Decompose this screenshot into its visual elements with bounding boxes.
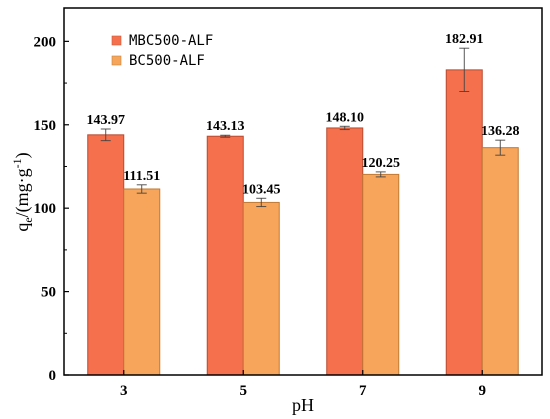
y-tick-label-100: 100 bbox=[34, 201, 57, 217]
y-axis-title-close: ) bbox=[12, 152, 33, 158]
bar-bc500-alf-ph-7 bbox=[362, 173, 400, 376]
y-tick-label-50: 50 bbox=[41, 285, 56, 301]
data-label-mbc500-alf-ph-3: 143.97 bbox=[87, 113, 126, 128]
y-axis-title-superscript: -1 bbox=[10, 158, 24, 168]
x-axis: 3 5 7 9 bbox=[120, 370, 486, 399]
error-bar-mbc500-alf-ph-3 bbox=[100, 128, 111, 142]
y-axis-title-subscript: e bbox=[21, 217, 35, 222]
data-label-mbc500-alf-ph-9: 182.91 bbox=[445, 32, 484, 47]
bar-bc500-alf-ph-3 bbox=[123, 188, 161, 376]
data-labels-layer: 143.97 111.51 143.13 103.45 148.10 120.25 182.… bbox=[87, 32, 520, 197]
x-tick-label-3: 3 bbox=[120, 383, 128, 399]
legend-swatch-mbc500-alf bbox=[111, 35, 122, 46]
bar-bc500-alf-ph-9 bbox=[481, 147, 519, 376]
y-tick-label-200: 200 bbox=[34, 34, 57, 50]
x-axis-title: pH bbox=[292, 395, 314, 415]
error-bar-mbc500-alf-ph-9 bbox=[459, 47, 470, 93]
bar-mbc500-alf-ph-9 bbox=[445, 69, 483, 376]
legend-label-bc500-alf: BC500-ALF bbox=[129, 53, 205, 69]
error-bar-mbc500-alf-ph-7 bbox=[339, 125, 350, 131]
error-bar-bc500-alf-ph-3 bbox=[136, 184, 147, 194]
y-tick-label-150: 150 bbox=[34, 118, 57, 134]
bar-mbc500-alf-ph-5 bbox=[206, 135, 244, 376]
bars-layer bbox=[87, 47, 519, 376]
x-tick-label-9: 9 bbox=[479, 383, 487, 399]
y-axis-title-main: q bbox=[12, 223, 32, 232]
error-bar-bc500-alf-ph-9 bbox=[495, 139, 506, 156]
y-axis: 0 50 100 150 200 bbox=[34, 34, 69, 384]
legend: MBC500-ALF BC500-ALF bbox=[111, 33, 213, 69]
bar-bc500-alf-ph-5 bbox=[242, 201, 280, 376]
data-label-bc500-alf-ph-7: 120.25 bbox=[362, 156, 401, 171]
bar-mbc500-alf-ph-7 bbox=[326, 127, 364, 376]
bar-mbc500-alf-ph-3 bbox=[87, 134, 125, 376]
legend-swatch-bc500-alf bbox=[111, 55, 122, 66]
plot-frame bbox=[63, 7, 543, 376]
y-axis-title-unit: /(mg·g bbox=[12, 168, 33, 217]
data-label-bc500-alf-ph-9: 136.28 bbox=[481, 124, 520, 139]
y-axis-title: qe/(mg·g-1) bbox=[10, 152, 35, 231]
error-bar-bc500-alf-ph-5 bbox=[256, 197, 267, 208]
error-bar-mbc500-alf-ph-5 bbox=[220, 134, 231, 138]
data-label-mbc500-alf-ph-7: 148.10 bbox=[326, 110, 365, 125]
x-tick-label-5: 5 bbox=[240, 383, 248, 399]
y-tick-label-0: 0 bbox=[49, 368, 57, 384]
error-bar-bc500-alf-ph-7 bbox=[375, 171, 386, 178]
x-tick-label-7: 7 bbox=[359, 383, 367, 399]
legend-label-mbc500-alf: MBC500-ALF bbox=[129, 33, 213, 49]
data-label-mbc500-alf-ph-5: 143.13 bbox=[206, 119, 245, 134]
data-label-bc500-alf-ph-3: 111.51 bbox=[123, 169, 160, 184]
data-label-bc500-alf-ph-5: 103.45 bbox=[242, 182, 281, 197]
